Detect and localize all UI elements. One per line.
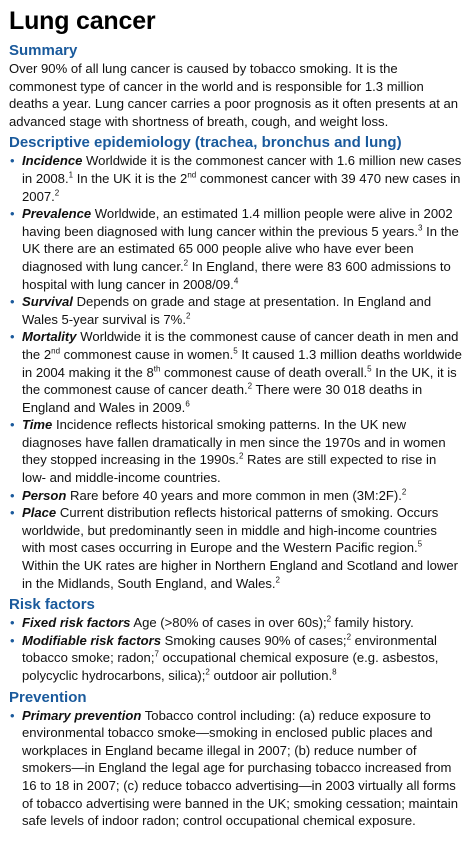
list-item: • Mortality Worldwide it is the commonest… — [10, 329, 462, 415]
bullet-icon: • — [10, 707, 15, 723]
reference-mark: 2 — [205, 667, 210, 677]
reference-mark: 2 — [183, 258, 189, 268]
reference-mark: th — [153, 364, 161, 374]
list-item: • Fixed risk factors Age (>80% of cases i… — [10, 614, 414, 631]
reference-mark: 2 — [54, 188, 60, 198]
reference-mark: 2 — [238, 452, 244, 462]
list-item: • Modifiable risk factors Smoking causes … — [10, 632, 439, 683]
page-title: Lung cancer — [9, 7, 156, 35]
bullet-icon: • — [10, 329, 15, 345]
list-item: • Incidence Worldwide it is the commonest… — [10, 153, 462, 204]
bullet-icon: • — [10, 417, 15, 433]
item-term: Survival — [22, 294, 73, 310]
prevention-heading: Prevention — [9, 688, 87, 706]
reference-mark: 3 — [417, 223, 423, 233]
reference-mark: 5 — [233, 346, 238, 356]
reference-mark: 4 — [233, 276, 239, 286]
reference-mark: nd — [51, 346, 61, 356]
item-term: Mortality — [22, 329, 77, 345]
reference-mark: 7 — [154, 650, 159, 660]
reference-mark: nd — [187, 170, 197, 180]
reference-mark: 6 — [185, 399, 190, 409]
summary-heading: Summary — [9, 42, 78, 59]
reference-mark: 5 — [367, 364, 372, 374]
list-item: • Survival Depends on grade and stage at … — [10, 294, 432, 327]
item-term: Place — [22, 505, 57, 521]
list-item: • Time Incidence reflects historical smok… — [10, 417, 446, 486]
list-item: • Place Current distribution reflects his… — [10, 505, 458, 591]
item-term: Primary prevention — [22, 707, 142, 723]
reference-mark: 8 — [332, 667, 337, 677]
list-item: • Prevalence Worldwide, an estimated 1.4 … — [10, 206, 459, 292]
prevention-list: • Primary prevention Tobacco control incl… — [9, 707, 462, 830]
list-item: • Person Rare before 40 years and more co… — [10, 487, 407, 503]
summary-text: Over 90% of all lung cancer is caused by… — [9, 61, 459, 129]
item-term: Prevalence — [22, 206, 92, 222]
epidemiology-list: • Incidence Worldwide it is the commonest… — [9, 152, 462, 592]
bullet-icon: • — [10, 487, 15, 503]
list-item: • Primary prevention Tobacco control incl… — [10, 707, 458, 829]
item-term: Modifiable risk factors — [22, 632, 161, 648]
item-term: Incidence — [22, 153, 83, 169]
bullet-icon: • — [10, 505, 15, 521]
reference-mark: 2 — [275, 575, 280, 585]
page: Lung cancer Summary Over 90% of all lung… — [9, 7, 462, 830]
epidemiology-heading: Descriptive epidemiology (trachea, bronc… — [9, 134, 402, 152]
bullet-icon: • — [10, 632, 15, 648]
item-term: Fixed risk factors — [22, 615, 131, 631]
reference-mark: 2 — [346, 632, 352, 642]
item-term: Person — [22, 487, 67, 503]
reference-mark: 2 — [401, 487, 407, 497]
reference-mark: 2 — [185, 311, 191, 321]
item-term: Time — [22, 417, 53, 433]
bullet-icon: • — [10, 294, 15, 310]
bullet-icon: • — [10, 206, 15, 222]
reference-mark: 2 — [326, 614, 332, 624]
risk-factors-list: • Fixed risk factors Age (>80% of cases i… — [9, 614, 462, 684]
risk-factors-heading: Risk factors — [9, 596, 95, 614]
bullet-icon: • — [10, 153, 15, 169]
bullet-icon: • — [10, 615, 15, 631]
reference-mark: 2 — [247, 381, 253, 391]
reference-mark: 5 — [417, 540, 423, 550]
reference-mark: 1 — [68, 170, 74, 180]
